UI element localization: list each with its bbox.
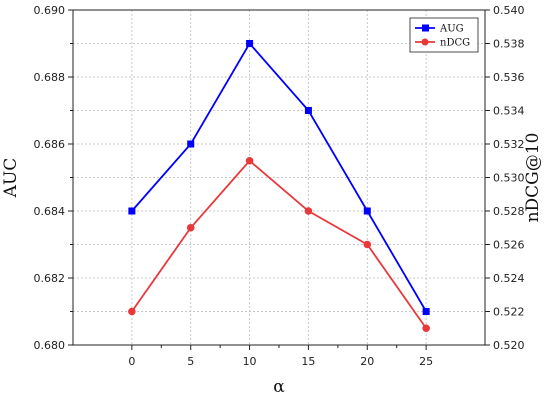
legend: AUG nDCG [409, 17, 479, 53]
data-point-aug [246, 40, 254, 47]
y-right-tick-label: 0.532 [493, 138, 525, 151]
x-tick-label: 20 [360, 355, 374, 368]
y-left-tick-label: 0.682 [34, 272, 66, 285]
y-axis-right-title: nDCG@10 [523, 133, 543, 223]
data-point-aug [304, 107, 312, 114]
y-right-tick-label: 0.536 [493, 71, 525, 84]
x-tick-label: 5 [187, 355, 194, 368]
legend-label: AUG [439, 24, 464, 35]
series [128, 40, 430, 333]
y-right-tick-label: 0.528 [493, 205, 525, 218]
x-tick-label: 25 [419, 355, 433, 368]
y-right-tick-label: 0.522 [493, 306, 525, 319]
data-point-ndcg [304, 207, 313, 215]
y-left-tick-label: 0.680 [34, 339, 66, 352]
data-point-ndcg [245, 156, 254, 165]
x-tick-label: 10 [243, 355, 257, 368]
grid [73, 9, 485, 346]
data-point-ndcg [422, 324, 430, 333]
data-point-aug [363, 207, 371, 215]
y-left-tick-label: 0.686 [34, 138, 66, 151]
legend-marker-circle [421, 38, 429, 46]
series-line-aug [131, 41, 427, 312]
data-point-ndcg [363, 240, 372, 249]
y-axis-left-title: AUC [1, 158, 21, 199]
x-tick-label: 15 [301, 355, 315, 368]
y-right-tick-label: 0.526 [493, 239, 525, 252]
legend-label: nDCG [440, 38, 470, 49]
data-point-aug [187, 140, 195, 148]
data-point-aug [422, 308, 430, 315]
legend-marker-square [422, 24, 429, 32]
y-left-tick-label: 0.684 [34, 205, 66, 218]
y-left-tick-label: 0.690 [34, 4, 66, 17]
y-right-tick-label: 0.530 [493, 172, 525, 185]
legend-box [409, 17, 479, 53]
y-right-tick-label: 0.538 [493, 38, 525, 51]
y-right-tick-label: 0.540 [493, 4, 525, 17]
x-tick-label: 0 [128, 355, 135, 368]
y-left-tick-label: 0.688 [34, 71, 66, 84]
series-line-ndcg [131, 159, 427, 329]
data-point-ndcg [186, 223, 195, 232]
y-right-tick-label: 0.520 [493, 339, 525, 352]
axes: 0 5 10 15 20 25 0.680 0.682 0.684 0.686 0.688 0.690… [34, 4, 525, 368]
y-right-tick-label: 0.524 [493, 272, 525, 285]
x-axis-title: α [273, 377, 285, 397]
y-right-tick-label: 0.534 [493, 105, 525, 118]
data-point-aug [128, 207, 136, 215]
data-point-ndcg [128, 307, 136, 316]
